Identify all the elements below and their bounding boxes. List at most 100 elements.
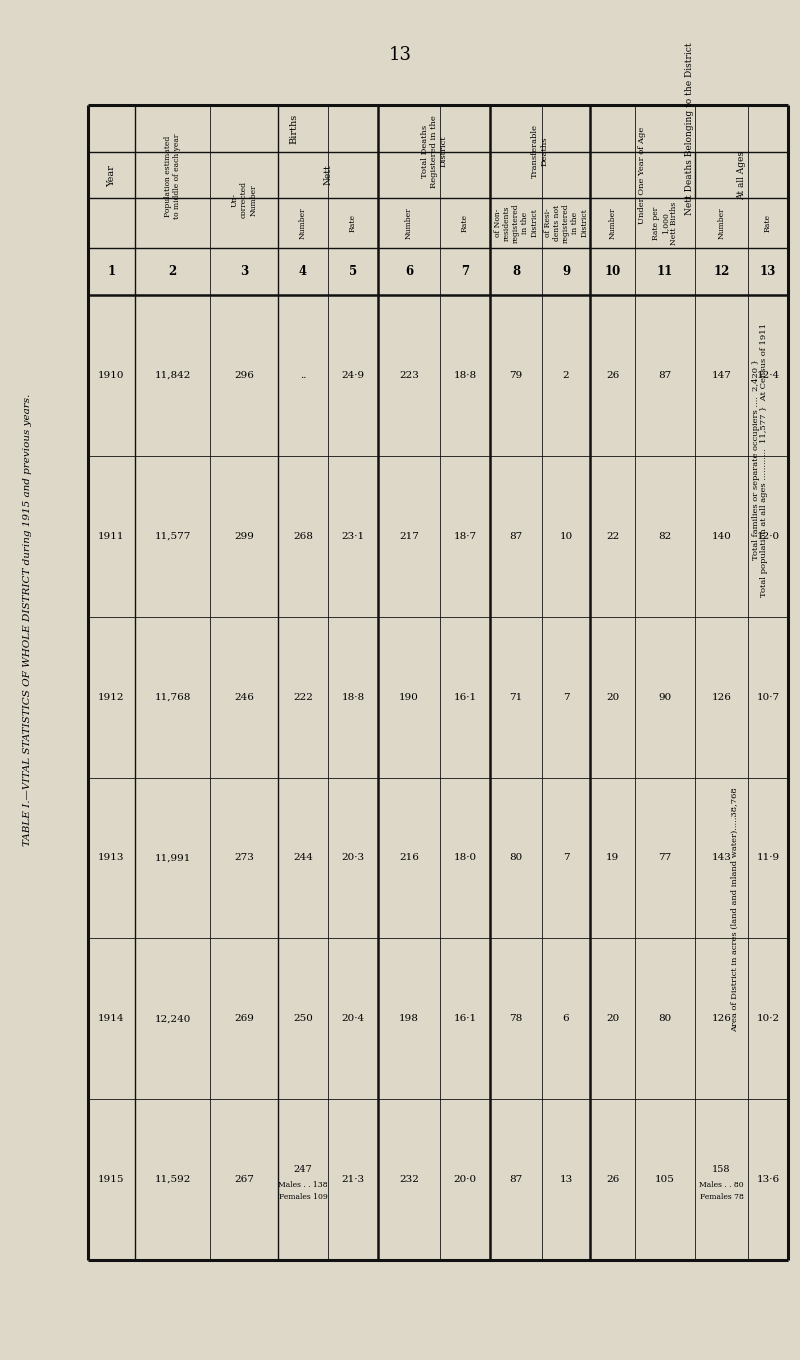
- Text: 105: 105: [655, 1175, 675, 1185]
- Text: 1910: 1910: [98, 371, 125, 379]
- Text: Under One Year of Age: Under One Year of Age: [638, 126, 646, 223]
- Text: 10·2: 10·2: [757, 1015, 779, 1023]
- Text: 26: 26: [606, 371, 619, 379]
- Text: 13: 13: [760, 265, 776, 277]
- Text: 3: 3: [240, 265, 248, 277]
- Text: Number: Number: [405, 207, 413, 239]
- Text: 267: 267: [234, 1175, 254, 1185]
- Text: 90: 90: [658, 692, 672, 702]
- Text: Rate: Rate: [764, 214, 772, 233]
- Text: 4: 4: [299, 265, 307, 277]
- Text: 18·7: 18·7: [454, 532, 477, 541]
- Text: 18·0: 18·0: [454, 854, 477, 862]
- Text: 5: 5: [349, 265, 357, 277]
- Text: ..: ..: [300, 371, 306, 379]
- Text: 7: 7: [562, 692, 570, 702]
- Text: Total Deaths
Registered in the
District: Total Deaths Registered in the District: [421, 116, 447, 188]
- Text: 126: 126: [711, 1015, 731, 1023]
- Text: 190: 190: [399, 692, 419, 702]
- Text: 18·8: 18·8: [454, 371, 477, 379]
- Text: 222: 222: [293, 692, 313, 702]
- Text: 12·0: 12·0: [757, 532, 779, 541]
- Text: 20·3: 20·3: [342, 854, 365, 862]
- Text: 87: 87: [510, 532, 522, 541]
- Text: 12·4: 12·4: [757, 371, 779, 379]
- Text: 11·9: 11·9: [757, 854, 779, 862]
- Text: 140: 140: [711, 532, 731, 541]
- Text: 7: 7: [562, 854, 570, 862]
- Text: 1911: 1911: [98, 532, 125, 541]
- Text: Rate: Rate: [461, 214, 469, 233]
- Text: 20·4: 20·4: [342, 1015, 365, 1023]
- Text: 21·3: 21·3: [342, 1175, 365, 1185]
- Text: 20: 20: [606, 1015, 619, 1023]
- Text: Transferable
Deaths: Transferable Deaths: [531, 125, 549, 178]
- Text: 299: 299: [234, 532, 254, 541]
- Text: 16·1: 16·1: [454, 1015, 477, 1023]
- Text: 11,991: 11,991: [154, 854, 190, 862]
- Text: 18·8: 18·8: [342, 692, 365, 702]
- Text: 80: 80: [658, 1015, 672, 1023]
- Text: Un-
corrected
Number: Un- corrected Number: [231, 181, 258, 219]
- Text: 216: 216: [399, 854, 419, 862]
- Text: 23·1: 23·1: [342, 532, 365, 541]
- Text: Nett: Nett: [323, 165, 333, 185]
- Text: 158: 158: [712, 1166, 730, 1174]
- Text: 10·7: 10·7: [757, 692, 779, 702]
- Text: 269: 269: [234, 1015, 254, 1023]
- Text: Rate: Rate: [349, 214, 357, 233]
- Text: Number: Number: [718, 207, 726, 239]
- Text: Nett Deaths Belonging to the District: Nett Deaths Belonging to the District: [685, 42, 694, 215]
- Text: 1915: 1915: [98, 1175, 125, 1185]
- Text: 198: 198: [399, 1015, 419, 1023]
- Text: 2: 2: [562, 371, 570, 379]
- Text: 223: 223: [399, 371, 419, 379]
- Text: 78: 78: [510, 1015, 522, 1023]
- Text: Number: Number: [299, 207, 307, 239]
- Text: 9: 9: [562, 265, 570, 277]
- Text: 11,592: 11,592: [154, 1175, 190, 1185]
- Text: Total population at all ages ............  11,577 }  At Census of 1911: Total population at all ages ...........…: [760, 324, 768, 597]
- Text: 1912: 1912: [98, 692, 125, 702]
- Text: Births: Births: [290, 113, 298, 144]
- Text: At all Ages: At all Ages: [737, 151, 746, 200]
- Text: 143: 143: [711, 854, 731, 862]
- Text: 19: 19: [606, 854, 619, 862]
- Text: Area of District in acres (land and inland water).....38,768: Area of District in acres (land and inla…: [731, 787, 739, 1032]
- Text: 1: 1: [107, 265, 115, 277]
- Text: 246: 246: [234, 692, 254, 702]
- Text: 11,577: 11,577: [154, 532, 190, 541]
- Text: Males . . 80: Males . . 80: [699, 1180, 744, 1189]
- Text: 10: 10: [559, 532, 573, 541]
- Text: 12: 12: [714, 265, 730, 277]
- Text: 12,240: 12,240: [154, 1015, 190, 1023]
- Text: 79: 79: [510, 371, 522, 379]
- Text: TABLE I.—VITAL STATISTICS OF WHOLE DISTRICT during 1915 and previous years.: TABLE I.—VITAL STATISTICS OF WHOLE DISTR…: [23, 394, 33, 846]
- Text: 87: 87: [510, 1175, 522, 1185]
- Text: 247: 247: [294, 1166, 312, 1174]
- Text: 1913: 1913: [98, 854, 125, 862]
- Text: 20: 20: [606, 692, 619, 702]
- Text: Rate per
1,000
Nett Births: Rate per 1,000 Nett Births: [652, 201, 678, 245]
- Text: 82: 82: [658, 532, 672, 541]
- Text: 126: 126: [711, 692, 731, 702]
- Text: 7: 7: [461, 265, 469, 277]
- Text: 1914: 1914: [98, 1015, 125, 1023]
- Text: Number: Number: [609, 207, 617, 239]
- Text: 13: 13: [389, 46, 411, 64]
- Text: 80: 80: [510, 854, 522, 862]
- Text: 71: 71: [510, 692, 522, 702]
- Text: 13: 13: [559, 1175, 573, 1185]
- Text: 13·6: 13·6: [757, 1175, 779, 1185]
- Text: Total families or separate occupiers ....  2,420 }: Total families or separate occupiers ...…: [752, 359, 760, 560]
- Text: 10: 10: [604, 265, 621, 277]
- Text: Population estimated
to middle of each year: Population estimated to middle of each y…: [164, 133, 181, 219]
- Text: 26: 26: [606, 1175, 619, 1185]
- Text: 147: 147: [711, 371, 731, 379]
- Text: 217: 217: [399, 532, 419, 541]
- Text: 296: 296: [234, 371, 254, 379]
- Text: 11: 11: [657, 265, 673, 277]
- Text: 244: 244: [293, 854, 313, 862]
- Text: Females 109: Females 109: [278, 1193, 327, 1201]
- Text: 77: 77: [658, 854, 672, 862]
